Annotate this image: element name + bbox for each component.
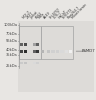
Text: NIH/3T3: NIH/3T3 — [62, 8, 74, 20]
Bar — [18, 21, 94, 92]
Bar — [41, 50, 44, 53]
Text: MCF-7: MCF-7 — [22, 10, 32, 20]
Bar — [20, 50, 23, 53]
Text: K562: K562 — [34, 11, 43, 20]
Bar — [69, 50, 72, 53]
Bar — [56, 50, 59, 53]
Bar — [20, 43, 23, 46]
Bar — [36, 50, 39, 53]
Bar — [24, 43, 27, 46]
Text: 35kDa: 35kDa — [6, 53, 18, 57]
Text: 293T: 293T — [26, 11, 34, 20]
Bar — [60, 50, 64, 53]
Bar — [33, 62, 36, 64]
Bar — [20, 62, 23, 64]
Text: 40kDa: 40kDa — [6, 48, 18, 52]
Text: SH-SY5Y: SH-SY5Y — [48, 7, 61, 20]
Bar — [33, 43, 36, 46]
Text: A549: A549 — [43, 11, 52, 20]
Bar — [36, 62, 39, 64]
Bar — [36, 43, 39, 46]
Text: COS-7: COS-7 — [53, 10, 63, 20]
Bar — [19, 26, 41, 59]
Bar — [24, 50, 27, 53]
Text: Jurkat: Jurkat — [29, 11, 39, 20]
Text: 55kDa: 55kDa — [6, 40, 18, 44]
Text: Hela: Hela — [38, 12, 46, 20]
Text: 100kDa: 100kDa — [3, 23, 18, 27]
Bar — [65, 50, 68, 53]
Bar — [51, 50, 55, 53]
Bar — [41, 26, 73, 59]
Text: PSMD7: PSMD7 — [82, 49, 96, 53]
Text: 70kDa: 70kDa — [6, 32, 18, 36]
Bar — [24, 62, 27, 64]
Text: 25kDa: 25kDa — [6, 64, 18, 68]
Bar — [33, 50, 36, 53]
Text: HaCaT: HaCaT — [57, 10, 68, 20]
Bar — [47, 50, 50, 53]
Text: Raw264.7: Raw264.7 — [66, 6, 81, 20]
Text: Mouse brain: Mouse brain — [70, 4, 87, 20]
